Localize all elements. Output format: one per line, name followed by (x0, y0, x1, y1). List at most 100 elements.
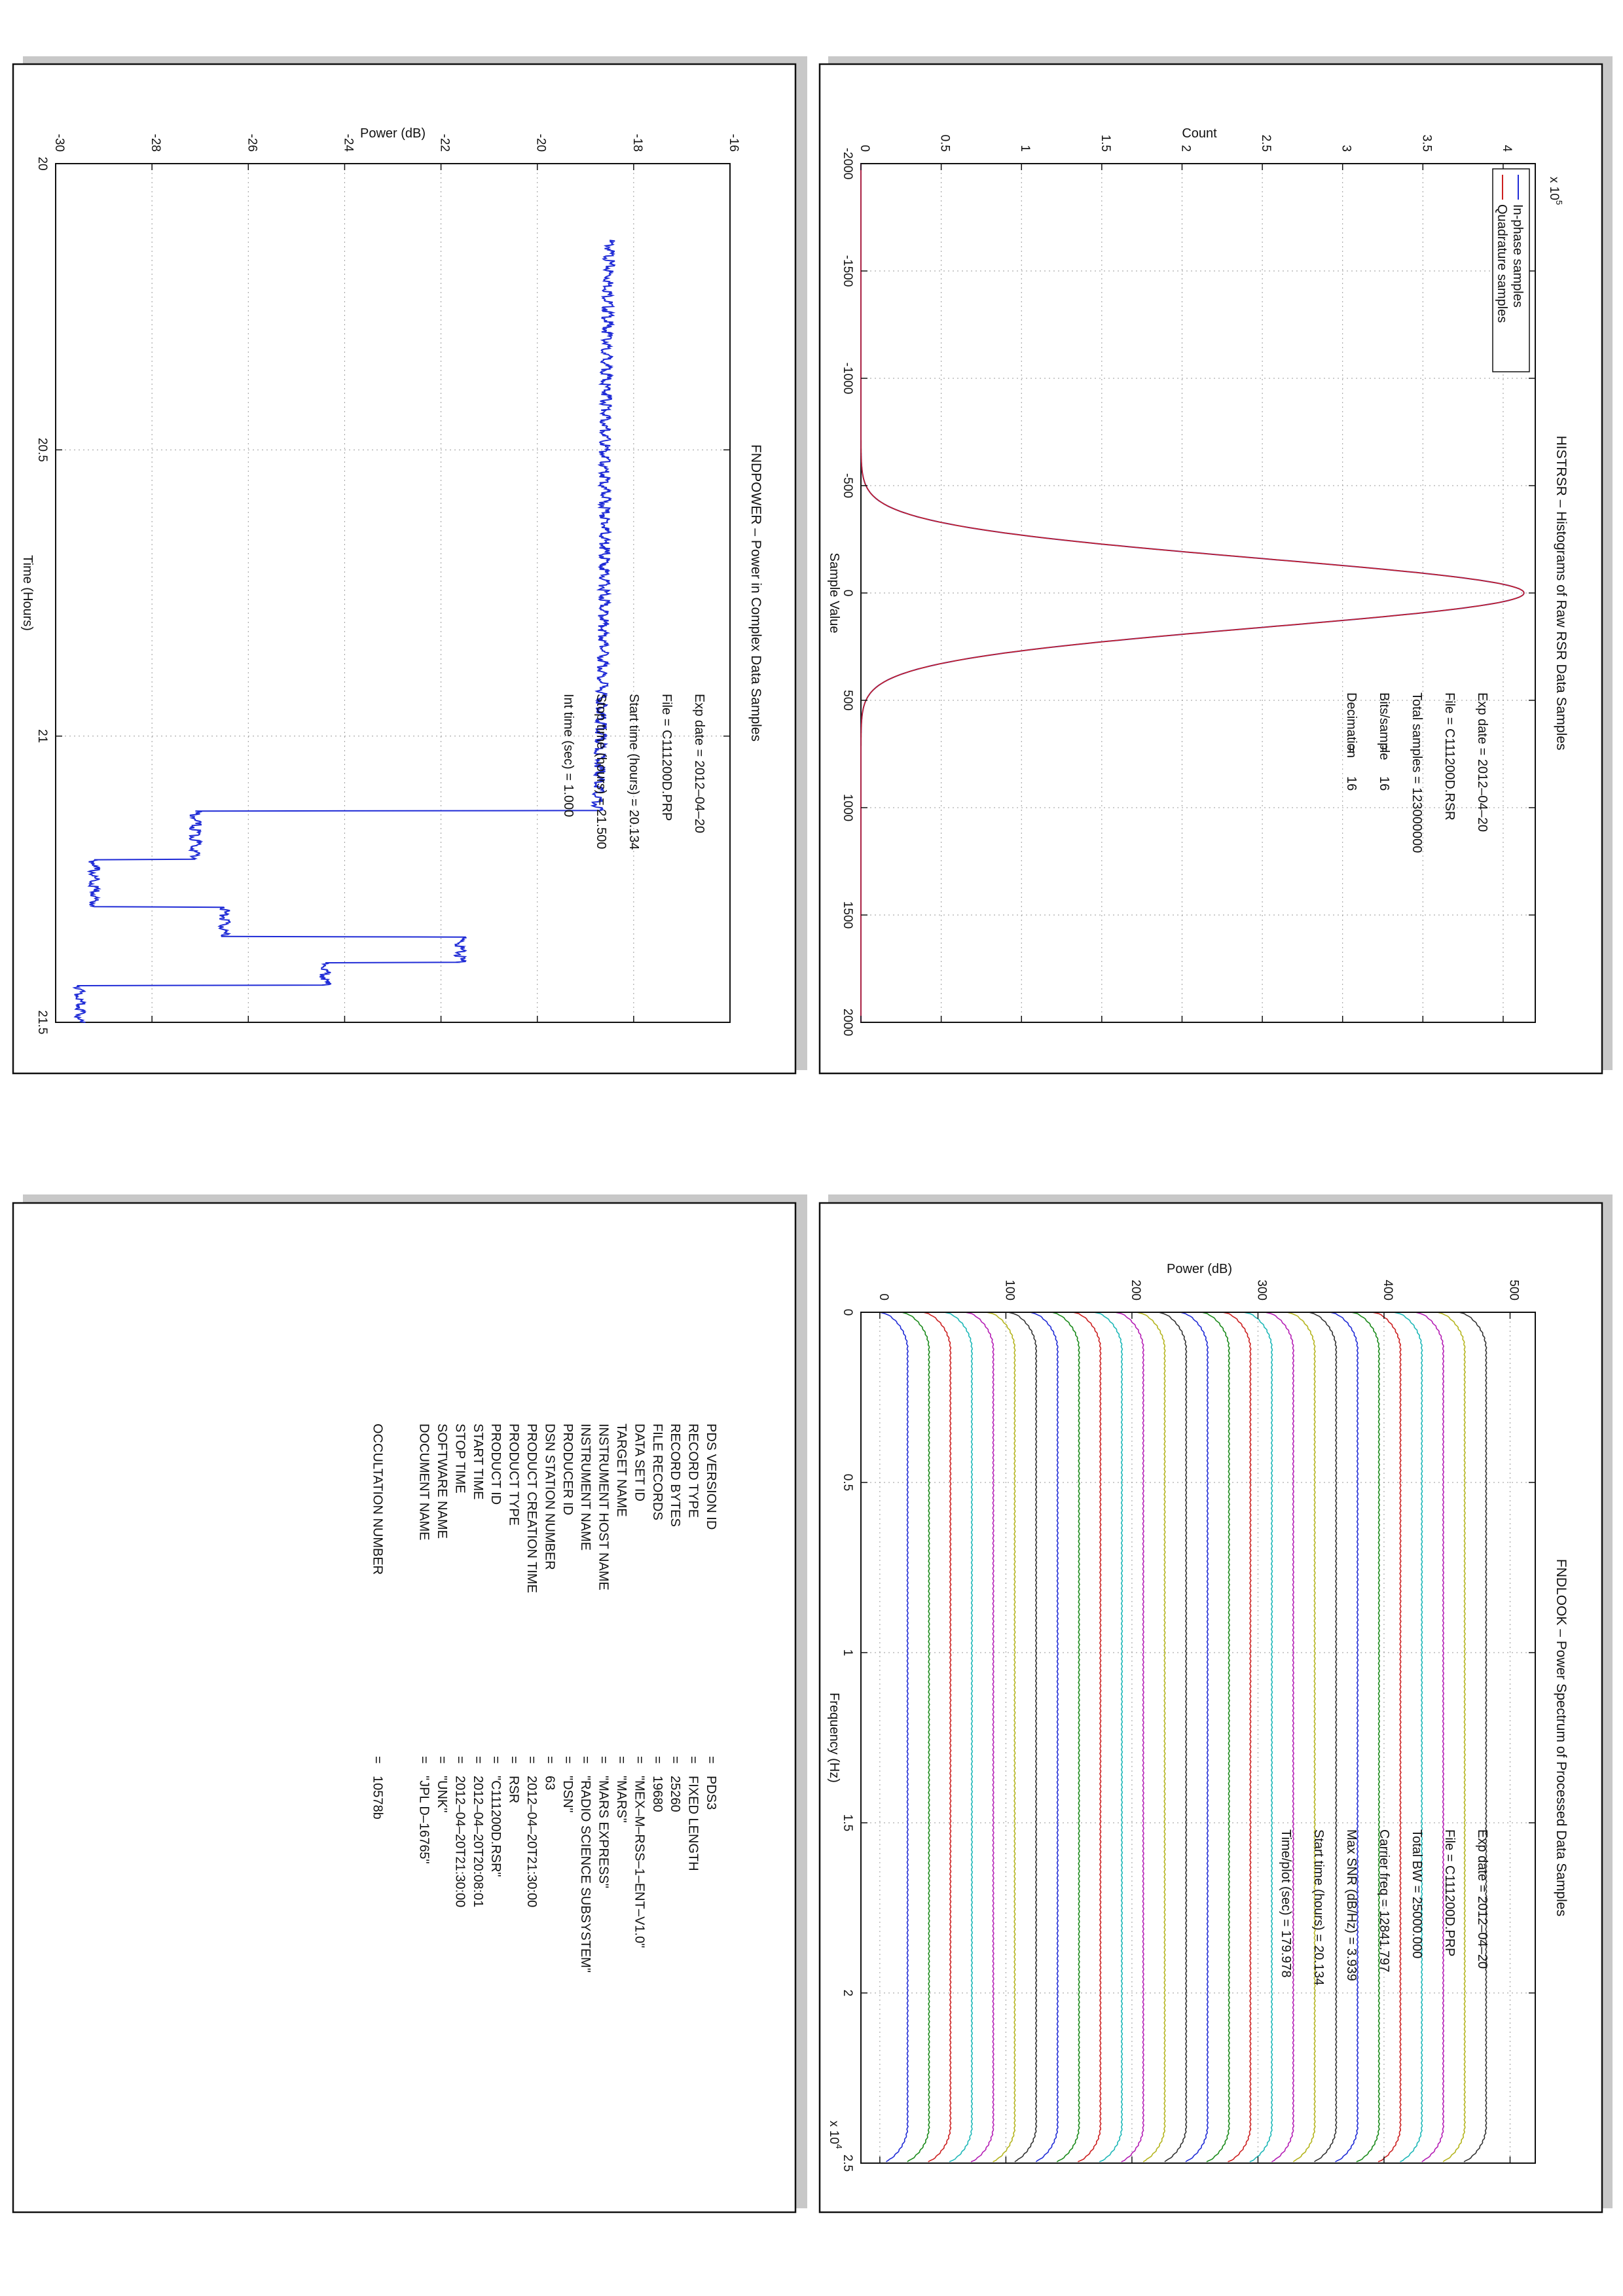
spectrum-ticklabel-y-300: 300 (1254, 1280, 1268, 1300)
spectrum-ticklabel-y-500: 500 (1506, 1280, 1520, 1300)
power-axes-box (55, 163, 731, 1023)
svg-text:Time/plot (sec) = 179.978: Time/plot (sec) = 179.978 (1279, 1829, 1293, 1978)
spectrum-ticklabel-x-2: 2 (841, 1990, 854, 1997)
svg-text:Exp date = 2012–04–20: Exp date = 2012–04–20 (692, 694, 706, 833)
h-ann-bits-label: Bits/sample (1377, 692, 1391, 760)
svg-text:File = C111200D.PRP: File = C111200D.PRP (659, 694, 674, 821)
pds-value: "DSN" (560, 1776, 575, 1812)
svg-text:Stop time (hours) = 21.500: Stop time (hours) = 21.500 (594, 694, 608, 849)
spectrum-series-24 (1372, 1312, 1402, 2162)
s-ann-file-value: C111200D.PRP (1442, 1865, 1457, 1956)
spectrum-series-15 (1180, 1312, 1209, 2162)
pds-row-pds-version-id: PDS VERSION ID = PDS3 (704, 1424, 718, 1810)
histogram-ticklabel-x-0: 0 (841, 590, 854, 597)
pds-equals: = (632, 1756, 646, 1764)
histogram-panel-frame (818, 63, 1603, 1075)
pds-row-document-name: DOCUMENT NAME = "JPL D–16765" (417, 1424, 431, 1864)
pds-key: PRODUCT CREATION TIME (524, 1424, 539, 1593)
pds-key: INSTRUMENT NAME (578, 1424, 593, 1551)
spectrum-series-22 (1330, 1312, 1359, 2162)
spectrum-ticklabel-y-100: 100 (1002, 1280, 1016, 1300)
s-ann-snr-value: 3.939 (1344, 1948, 1359, 1981)
pds-value: "UNK" (435, 1776, 449, 1812)
histogram-ticklabel-y-4: 4 (1500, 145, 1514, 152)
s-ann-carrier-label: Carrier freq = (1377, 1829, 1391, 1907)
power-ticks: 20 20.5 21 21.5 -30 -28 -26 -24 -22 -20 -18 -16 (35, 134, 740, 1035)
p-ann-start-label: Start time (hours) = (627, 694, 641, 806)
histogram-title: HISTRSR – Histograms of Raw RSR Data Sam… (1554, 436, 1569, 751)
spectrum-series-8 (1030, 1312, 1059, 2162)
spectrum-ticks: 0 0.5 1 1.5 2 2.5 0 100 200 300 400 500 (841, 1280, 1535, 2172)
pds-equals: = (471, 1756, 485, 1764)
spectrum-title: FNDLOOK – Power Spectrum of Processed Da… (1554, 1559, 1569, 1916)
pds-value: "MARS EXPRESS" (596, 1776, 611, 1888)
power-ticklabel-x-21-5: 21.5 (35, 1011, 49, 1035)
histogram-ticklabel-y-2-5: 2.5 (1259, 135, 1273, 152)
label-panel-frame (12, 1202, 797, 2214)
pds-row-instrument-host-name: INSTRUMENT HOST NAME = "MARS EXPRESS" (596, 1424, 611, 1888)
p-ann-stop-label: Stop time (hours) = (594, 694, 608, 806)
pds-row-instrument-name: INSTRUMENT NAME = "RADIO SCIENCE SUBSYSTEM… (578, 1424, 593, 1973)
h-ann-expdate-value: 2012–04–20 (1475, 759, 1489, 832)
h-ann-decim-label: Decimation (1344, 692, 1359, 758)
spectrum-series-11 (1093, 1312, 1123, 2162)
pds-row-file-records: FILE RECORDS = 19680 (650, 1424, 665, 1812)
s-ann-expdate-label: Exp date = (1475, 1829, 1489, 1892)
legend-label-quadrature: Quadrature samples (1495, 204, 1509, 323)
spectrum-ticklabel-y-400: 400 (1381, 1280, 1395, 1300)
power-annotations: Exp date = 2012–04–20 File = C111200D.PR… (561, 694, 706, 850)
pds-equals: = (507, 1756, 521, 1764)
histogram-series (860, 164, 1525, 1022)
pds-row-producer-id: PRODUCER ID = "DSN" (560, 1424, 575, 1812)
pds-row-record-bytes: RECORD BYTES = 25260 (668, 1424, 682, 1812)
histogram-ticklabel-x-2000: 2000 (841, 1009, 854, 1036)
spectrum-series-20 (1286, 1312, 1316, 2162)
svg-text:Decimation=16: Decimation= 16 (1344, 692, 1359, 791)
power-ticklabel-y-18: -18 (630, 134, 644, 152)
pds-value: 19680 (650, 1776, 665, 1812)
pds-equals: = (524, 1756, 539, 1764)
pds-key: OCCULTATION NUMBER (370, 1424, 384, 1575)
spectrum-series-27 (1437, 1312, 1466, 2162)
pds-value: "RADIO SCIENCE SUBSYSTEM" (578, 1776, 593, 1973)
svg-text:Int time (sec) = 1.000: Int time (sec) = 1.000 (561, 694, 575, 817)
svg-text:File = C111200D.PRP: File = C111200D.PRP (1442, 1829, 1457, 1956)
pds-row-occultation-number: OCCULTATION NUMBER = 10578b (370, 1424, 384, 1820)
histogram-ticklabel-y-3-5: 3.5 (1419, 135, 1433, 152)
power-series (72, 240, 616, 1023)
pds-value: "JPL D–16765" (417, 1776, 431, 1864)
pds-row-product-type: PRODUCT TYPE = RSR (507, 1424, 521, 1803)
pds-key: SOFTWARE NAME (435, 1424, 449, 1539)
spectrum-series-13 (1137, 1312, 1166, 2162)
spectrum-panel-frame (818, 1202, 1603, 2214)
h-ann-samples-label: Total samples = (1410, 692, 1424, 784)
pds-equals: = (704, 1756, 718, 1764)
pds-row-dsn-station-number: DSN STATION NUMBER = 63 (542, 1424, 556, 1790)
spectrum-x-exponent-power: 4 (834, 2144, 844, 2149)
svg-text:Carrier freq = 12841.797: Carrier freq = 12841.797 (1377, 1829, 1391, 1972)
svg-text:Start time (hours) = 20.134: Start time (hours) = 20.134 (627, 694, 641, 850)
histogram-ticklabel-x-1500: 1500 (841, 901, 854, 929)
pds-key: START TIME (471, 1424, 485, 1499)
power-ticklabel-y-28: -28 (149, 134, 162, 152)
pds-key: TARGET NAME (614, 1424, 629, 1517)
spectrum-series-23 (1351, 1312, 1380, 2162)
power-ticklabel-x-21: 21 (35, 729, 49, 743)
histogram-ticks: -2000 -1500 -1000 -500 0 500 1000 1500 2000 0 0.5 1… (841, 135, 1535, 1036)
histogram-xlabel: Sample Value (827, 552, 841, 633)
histogram-ticklabel-y-3: 3 (1340, 145, 1353, 152)
pds-equals: = (560, 1756, 575, 1764)
pds-key: PRODUCT TYPE (507, 1424, 521, 1526)
pds-key: FILE RECORDS (650, 1424, 665, 1520)
p-ann-int-value: 1.000 (561, 784, 575, 817)
svg-text:Total samples = 123000000: Total samples = 123000000 (1410, 692, 1424, 853)
power-ticklabel-y-24: -24 (341, 134, 355, 152)
p-ann-file-value: C111200D.PRP (659, 730, 674, 821)
power-ticklabel-x-20-5: 20.5 (35, 438, 49, 462)
power-ticklabel-y-30: -30 (52, 134, 66, 152)
histogram-ticklabel-x-1000: -1000 (841, 363, 854, 395)
pds-value: 25260 (668, 1776, 682, 1812)
spectrum-series-1 (879, 1312, 909, 2162)
pds-value: "MEX–M–RSS–1–ENT–V1.0" (632, 1776, 646, 1948)
pds-value: 10578b (370, 1776, 384, 1820)
